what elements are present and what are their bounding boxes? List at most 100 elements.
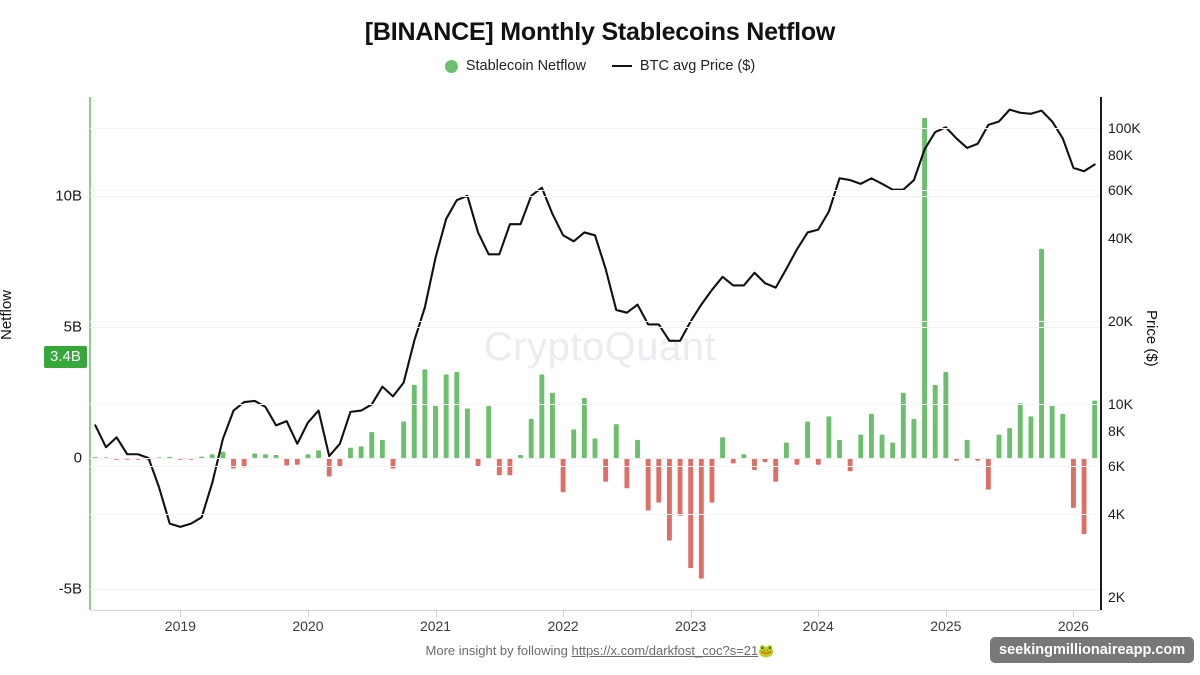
bar[interactable] — [1017, 403, 1023, 459]
bar[interactable] — [422, 369, 428, 459]
bar[interactable] — [911, 418, 917, 459]
bar[interactable] — [507, 458, 513, 476]
bar[interactable] — [868, 413, 874, 459]
bar[interactable] — [273, 455, 279, 459]
bar[interactable] — [837, 439, 842, 459]
bar[interactable] — [262, 454, 268, 459]
bar[interactable] — [220, 451, 226, 459]
bar[interactable] — [592, 438, 598, 459]
bar[interactable] — [677, 458, 683, 516]
bar[interactable] — [348, 447, 353, 459]
bar[interactable] — [720, 437, 726, 459]
bar[interactable] — [241, 458, 247, 468]
legend-item-price[interactable]: BTC avg Price ($) — [611, 58, 755, 74]
bar[interactable] — [698, 458, 704, 579]
bar[interactable] — [1007, 428, 1013, 459]
footer-note: More insight by following https://x.com/… — [0, 643, 1200, 659]
bar[interactable] — [464, 408, 470, 459]
bar[interactable] — [656, 458, 662, 503]
current-value-badge: 3.4B — [44, 346, 87, 368]
bar[interactable] — [358, 446, 364, 459]
legend-item-netflow[interactable]: Stablecoin Netflow — [444, 58, 586, 74]
bar[interactable] — [209, 454, 215, 459]
bar[interactable] — [964, 439, 970, 459]
gridline — [90, 514, 1100, 516]
bar[interactable] — [741, 454, 747, 459]
bar[interactable] — [379, 439, 385, 459]
bar[interactable] — [560, 458, 566, 493]
x-axis-tick-mark — [690, 610, 692, 617]
gridline — [90, 589, 1100, 591]
bar[interactable] — [1028, 416, 1034, 459]
right-axis-tick-label: 80K — [1108, 147, 1133, 164]
bar[interactable] — [996, 434, 1002, 459]
right-axis-tick-label: 100K — [1108, 120, 1141, 137]
bar[interactable] — [688, 458, 694, 569]
bar[interactable] — [922, 117, 928, 459]
bar[interactable] — [900, 392, 906, 459]
bar[interactable] — [1049, 405, 1055, 459]
bar[interactable] — [326, 458, 332, 477]
bar[interactable] — [1092, 400, 1098, 459]
x-axis-tick-label: 2026 — [1057, 618, 1089, 634]
bar[interactable] — [199, 456, 205, 459]
bar[interactable] — [390, 458, 396, 469]
bar[interactable] — [571, 429, 577, 459]
footer-link[interactable]: https://x.com/darkfost_coc?s=21 — [571, 643, 759, 658]
bar[interactable] — [411, 384, 417, 459]
bar[interactable] — [730, 458, 736, 464]
bar[interactable] — [826, 416, 832, 459]
bar[interactable] — [1070, 458, 1076, 508]
bar[interactable] — [496, 458, 502, 476]
page-title: [BINANCE] Monthly Stablecoins Netflow — [364, 18, 836, 46]
bar[interactable] — [890, 442, 896, 459]
bar[interactable] — [932, 384, 938, 459]
bar[interactable] — [284, 458, 290, 466]
bar[interactable] — [443, 374, 449, 459]
bar[interactable] — [858, 434, 864, 459]
bar[interactable] — [475, 458, 481, 467]
bar[interactable] — [550, 392, 555, 459]
bar[interactable] — [635, 439, 640, 459]
bar[interactable] — [337, 458, 343, 467]
plot-area — [90, 97, 1100, 610]
bar[interactable] — [454, 371, 460, 459]
bar[interactable] — [613, 424, 619, 459]
bar[interactable] — [815, 458, 821, 465]
bar[interactable] — [1060, 413, 1066, 459]
footer-prefix: More insight by following — [425, 643, 572, 658]
bar[interactable] — [624, 458, 630, 489]
bar[interactable] — [666, 458, 672, 541]
bar[interactable] — [433, 405, 438, 459]
bar[interactable] — [985, 458, 991, 490]
bar[interactable] — [486, 405, 492, 459]
right-axis-tick-label: 2K — [1108, 589, 1126, 606]
bar[interactable] — [1039, 248, 1044, 459]
bar[interactable] — [167, 456, 173, 459]
bar[interactable] — [316, 450, 322, 459]
bar[interactable] — [645, 458, 651, 511]
bar[interactable] — [369, 432, 375, 459]
bar[interactable] — [581, 397, 587, 459]
bar[interactable] — [252, 453, 258, 459]
bar[interactable] — [783, 442, 789, 459]
bar[interactable] — [847, 458, 853, 472]
bar[interactable] — [943, 371, 949, 459]
x-axis-tick-mark — [1073, 610, 1075, 617]
bar[interactable] — [794, 458, 800, 465]
x-axis-tick-label: 2020 — [292, 618, 324, 634]
bar[interactable] — [709, 458, 715, 503]
bar[interactable] — [1081, 458, 1087, 535]
bar[interactable] — [305, 454, 311, 459]
bar[interactable] — [879, 434, 885, 459]
bar[interactable] — [603, 458, 609, 482]
bar[interactable] — [539, 374, 545, 459]
bar[interactable] — [528, 418, 534, 459]
bar[interactable] — [805, 421, 811, 459]
bar[interactable] — [401, 421, 407, 459]
bar[interactable] — [518, 455, 524, 459]
bar[interactable] — [231, 458, 236, 469]
bar[interactable] — [773, 458, 779, 482]
bar[interactable] — [752, 458, 757, 470]
bar[interactable] — [294, 458, 300, 465]
